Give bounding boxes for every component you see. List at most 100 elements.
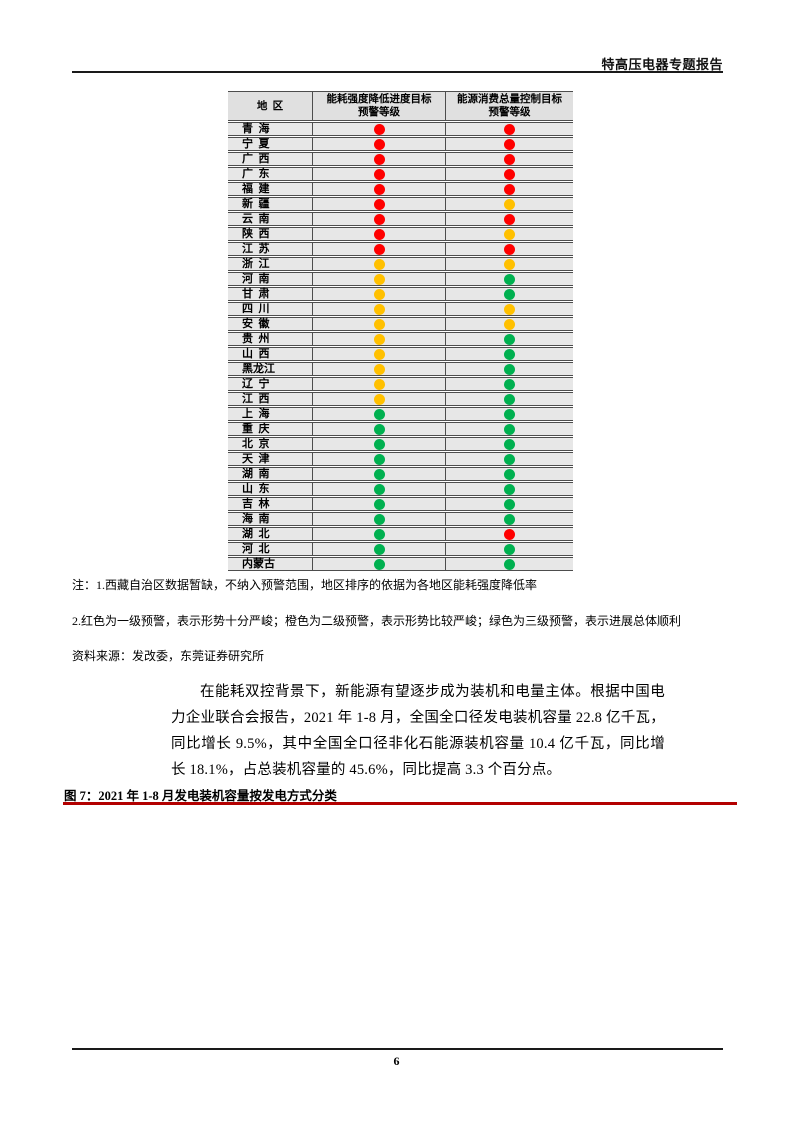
region-name: 黑龙江: [228, 362, 312, 376]
col-header-intensity-target: 能耗强度降低进度目标 预警等级: [312, 91, 445, 121]
consumption-warning-cell: [445, 122, 573, 136]
intensity-warning-cell: [312, 122, 445, 136]
intensity-warning-cell: [312, 362, 445, 376]
intensity-warning-dot: [373, 513, 385, 525]
consumption-warning-dot: [504, 348, 515, 360]
intensity-warning-dot: [373, 273, 385, 285]
intensity-warning-dot: [373, 468, 385, 480]
intensity-warning-dot: [373, 123, 385, 135]
region-name: 贵 州: [228, 332, 312, 346]
consumption-warning-dot: [504, 393, 515, 405]
intensity-warning-dot: [373, 228, 385, 240]
consumption-warning-dot: [504, 273, 515, 285]
data-source-note: 资料来源：发改委，东莞证券研究所: [72, 649, 265, 663]
table-row: 云 南: [228, 212, 573, 226]
intensity-warning-dot: [373, 498, 385, 510]
region-name: 云 南: [228, 212, 312, 226]
region-name: 重 庆: [228, 422, 312, 436]
intensity-warning-dot: [373, 243, 385, 255]
consumption-warning-dot: [504, 438, 515, 450]
table-note-1: 注：1.西藏自治区数据暂缺，不纳入预警范围，地区排序的依据为各地区能耗强度降低率: [72, 578, 538, 592]
region-name: 江 苏: [228, 242, 312, 256]
region-name: 天 津: [228, 452, 312, 466]
intensity-warning-cell: [312, 467, 445, 481]
intensity-warning-cell: [312, 182, 445, 196]
table-row: 湖 北: [228, 527, 573, 541]
table-row: 上 海: [228, 407, 573, 421]
consumption-warning-cell: [445, 527, 573, 541]
consumption-warning-dot: [504, 528, 515, 540]
consumption-warning-dot: [504, 498, 515, 510]
consumption-warning-cell: [445, 227, 573, 241]
intensity-warning-cell: [312, 212, 445, 226]
consumption-warning-cell: [445, 272, 573, 286]
consumption-warning-cell: [445, 452, 573, 466]
consumption-warning-dot: [504, 303, 515, 315]
region-name: 浙 江: [228, 257, 312, 271]
consumption-warning-cell: [445, 317, 573, 331]
intensity-warning-dot: [373, 318, 385, 330]
table-row: 宁 夏: [228, 137, 573, 151]
consumption-warning-dot: [504, 453, 515, 465]
intensity-warning-cell: [312, 347, 445, 361]
consumption-warning-cell: [445, 167, 573, 181]
table-row: 海 南: [228, 512, 573, 526]
region-name: 内蒙古: [228, 557, 312, 571]
intensity-warning-cell: [312, 227, 445, 241]
intensity-warning-cell: [312, 317, 445, 331]
region-name: 河 北: [228, 542, 312, 556]
col-header-consumption-target: 能源消费总量控制目标 预警等级: [445, 91, 573, 121]
intensity-warning-cell: [312, 272, 445, 286]
region-name: 海 南: [228, 512, 312, 526]
intensity-warning-dot: [373, 408, 385, 420]
table-row: 山 东: [228, 482, 573, 496]
intensity-warning-cell: [312, 392, 445, 406]
intensity-warning-dot: [373, 153, 385, 165]
consumption-warning-cell: [445, 347, 573, 361]
page-number: 6: [393, 1054, 400, 1068]
consumption-warning-cell: [445, 557, 573, 571]
intensity-warning-dot: [373, 138, 385, 150]
region-name: 山 西: [228, 347, 312, 361]
consumption-warning-cell: [445, 212, 573, 226]
table-row: 山 西: [228, 347, 573, 361]
consumption-warning-dot: [504, 183, 515, 195]
table-row: 陕 西: [228, 227, 573, 241]
intensity-warning-cell: [312, 422, 445, 436]
intensity-warning-cell: [312, 257, 445, 271]
table-row: 广 西: [228, 152, 573, 166]
table-row: 新 疆: [228, 197, 573, 211]
table-row: 甘 肃: [228, 287, 573, 301]
consumption-warning-cell: [445, 332, 573, 346]
region-name: 广 西: [228, 152, 312, 166]
region-name: 甘 肃: [228, 287, 312, 301]
intensity-warning-cell: [312, 377, 445, 391]
intensity-warning-dot: [373, 393, 385, 405]
table-row: 江 西: [228, 392, 573, 406]
consumption-warning-dot: [504, 228, 515, 240]
consumption-warning-dot: [504, 423, 515, 435]
consumption-warning-cell: [445, 392, 573, 406]
consumption-warning-dot: [504, 483, 515, 495]
intensity-warning-cell: [312, 287, 445, 301]
intensity-warning-cell: [312, 497, 445, 511]
intensity-warning-dot: [373, 528, 385, 540]
table-row: 河 南: [228, 272, 573, 286]
intensity-warning-dot: [373, 453, 385, 465]
intensity-warning-dot: [373, 183, 385, 195]
region-name: 辽 宁: [228, 377, 312, 391]
report-header-title: 特高压电器专题报告: [601, 57, 723, 72]
consumption-warning-dot: [504, 153, 515, 165]
consumption-warning-cell: [445, 422, 573, 436]
region-name: 山 东: [228, 482, 312, 496]
table-row: 河 北: [228, 542, 573, 556]
table-row: 内蒙古: [228, 557, 573, 571]
intensity-warning-cell: [312, 542, 445, 556]
consumption-warning-cell: [445, 257, 573, 271]
region-name: 陕 西: [228, 227, 312, 241]
intensity-warning-dot: [373, 363, 385, 375]
table-row: 贵 州: [228, 332, 573, 346]
consumption-warning-cell: [445, 137, 573, 151]
intensity-warning-dot: [373, 348, 385, 360]
